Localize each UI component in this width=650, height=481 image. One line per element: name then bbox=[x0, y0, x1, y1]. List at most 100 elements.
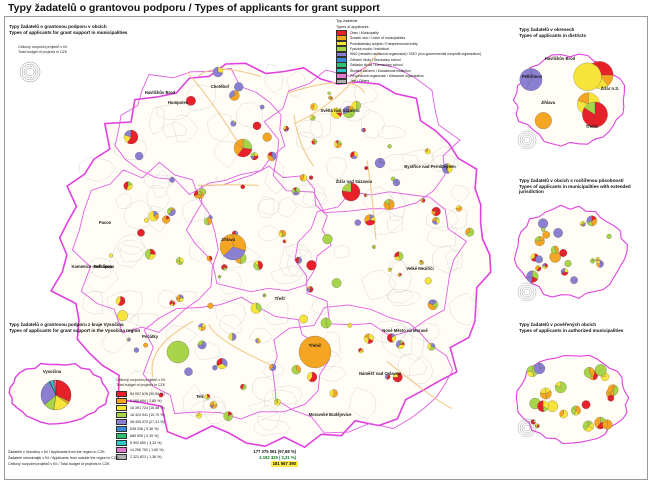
municipality-pie bbox=[186, 95, 196, 106]
legend-item: NNO (nestátní nezisková organizace) / NG… bbox=[336, 51, 481, 58]
budget-swatch bbox=[116, 439, 127, 446]
budget-value: 2 321 823 ( 1,36 %) bbox=[130, 454, 162, 459]
legend-swatch bbox=[336, 78, 347, 85]
side-map-pie bbox=[537, 400, 544, 412]
road-line bbox=[294, 52, 380, 125]
side-map-pie bbox=[534, 112, 552, 130]
road-line bbox=[366, 160, 377, 240]
municipality-pie bbox=[364, 214, 371, 223]
inset-heading: Typy žadatelů o grantovou podporu z kraj… bbox=[9, 322, 140, 333]
municipality-boundary bbox=[451, 185, 470, 202]
legend-label: Fyzická osoba / Individual bbox=[350, 47, 389, 52]
municipality-pie bbox=[347, 322, 352, 328]
side-size-legend-circle bbox=[523, 136, 531, 144]
municipality-boundary bbox=[156, 102, 191, 120]
municipality-pie bbox=[372, 244, 375, 249]
side-map-pie bbox=[542, 263, 546, 267]
municipality-pie bbox=[329, 389, 334, 398]
municipality-pie bbox=[158, 392, 164, 398]
side-map-pie bbox=[583, 367, 593, 378]
municipality-pie bbox=[424, 148, 431, 155]
side-size-legend-circle bbox=[517, 418, 537, 438]
municipality-pie bbox=[283, 239, 285, 242]
legend-label: Školské zařízení / Educational instituti… bbox=[350, 68, 411, 73]
total-value: 181 567 390 bbox=[270, 461, 298, 467]
side-map-pie bbox=[594, 364, 607, 376]
municipality-boundary bbox=[318, 366, 347, 382]
budget-row: 689 905 ( 0,39 %) bbox=[116, 432, 165, 439]
municipality-boundary bbox=[157, 289, 177, 309]
legend-label: Svazek obcí / Union of municipalities bbox=[350, 36, 406, 41]
side-map-pie bbox=[540, 387, 546, 394]
legend-item: Svazek obcí / Union of municipalities bbox=[336, 35, 481, 42]
budget-swatch bbox=[116, 390, 127, 397]
legend-swatch bbox=[336, 35, 347, 42]
side-map-pie bbox=[570, 276, 578, 284]
main-budget-caption-cz: Celkový rozpočet projektů v Kč bbox=[18, 45, 68, 49]
legend-heading-cz: Typ žadatele bbox=[336, 19, 358, 23]
town-pie bbox=[342, 105, 350, 115]
municipality-pie bbox=[184, 367, 193, 376]
municipality-boundary bbox=[432, 245, 459, 274]
municipality-boundary bbox=[165, 325, 198, 345]
municipality-pie bbox=[364, 166, 367, 169]
legend-swatch bbox=[336, 40, 347, 47]
municipality-pie bbox=[328, 95, 331, 98]
municipality-pie bbox=[176, 257, 180, 263]
municipality-pie bbox=[223, 411, 229, 421]
municipality-pie bbox=[299, 314, 308, 324]
side-size-legend-circle bbox=[519, 284, 535, 300]
main-budget-caption-en: Total budget of projects in CZK bbox=[18, 49, 68, 54]
side-size-legend-circle bbox=[521, 422, 533, 434]
side-size-legend-circle bbox=[521, 134, 533, 146]
side-map-1-heading-cz: Typy žadatelů v okresech bbox=[519, 27, 575, 32]
budget-swatch bbox=[116, 411, 127, 418]
side-map-pie bbox=[607, 384, 614, 394]
budget-row: 5 902 650 ( 3,33 %) bbox=[116, 439, 165, 446]
municipality-pie bbox=[293, 187, 297, 192]
municipality-boundary bbox=[182, 199, 206, 223]
budget-row: 54 057 676 (30,50 %) bbox=[116, 390, 165, 397]
side-map-3-heading-cz: Typy žadatelů v pověřených obcích bbox=[519, 322, 597, 327]
municipality-pie bbox=[144, 217, 149, 223]
budget-value: 48 405 970 (27,31 %) bbox=[130, 419, 165, 424]
municipality-pie bbox=[274, 398, 278, 403]
budget-row: 2 321 823 ( 1,36 %) bbox=[116, 453, 165, 460]
municipality-boundary bbox=[258, 225, 280, 242]
municipality-pie bbox=[145, 248, 151, 260]
side-map-pie bbox=[559, 249, 566, 257]
municipality-pie bbox=[394, 251, 399, 257]
municipality-pie bbox=[133, 347, 140, 353]
municipality-pie bbox=[168, 207, 172, 212]
total-label: Žadatelé z Vysočiny v Kč / Applicants fr… bbox=[8, 450, 106, 454]
municipality-pie bbox=[392, 372, 398, 378]
town-pie bbox=[127, 129, 139, 145]
budget-row: 16 391 724 (16,48 %) bbox=[116, 404, 165, 411]
side-size-legend-circle bbox=[519, 132, 535, 148]
side-map-pie bbox=[564, 259, 572, 267]
budget-value: 5 065 694 ( 2,85 %) bbox=[130, 398, 162, 403]
municipality-boundary bbox=[285, 243, 310, 258]
municipality-pie bbox=[309, 175, 312, 178]
municipality-pie bbox=[312, 103, 318, 111]
municipality-pie bbox=[330, 107, 341, 119]
municipality-pie bbox=[250, 152, 255, 157]
town-label: Moravské Budějovice bbox=[309, 412, 352, 417]
municipality-pie bbox=[322, 234, 333, 245]
municipality-pie bbox=[429, 342, 432, 348]
municipality-boundary bbox=[286, 70, 307, 97]
legend-label: NNO (nestátní nezisková organizace) / NG… bbox=[350, 52, 481, 57]
legend-label: Podnikatelský subjekt / Entrepreneurial … bbox=[350, 41, 418, 46]
municipality-boundary bbox=[372, 320, 408, 343]
municipality-pie bbox=[217, 275, 220, 278]
municipality-pie bbox=[228, 333, 233, 341]
side-map-pie bbox=[534, 236, 540, 242]
municipality-pie bbox=[256, 337, 259, 341]
municipality-boundary bbox=[397, 354, 428, 377]
municipality-boundary bbox=[297, 119, 323, 139]
side-map-pie bbox=[577, 92, 589, 105]
side-size-legend-circle bbox=[517, 282, 537, 302]
total-value: 177 375 061 (97,68 %) bbox=[253, 449, 296, 454]
municipality-pie bbox=[361, 127, 365, 133]
town-label: Počátky bbox=[142, 334, 159, 339]
